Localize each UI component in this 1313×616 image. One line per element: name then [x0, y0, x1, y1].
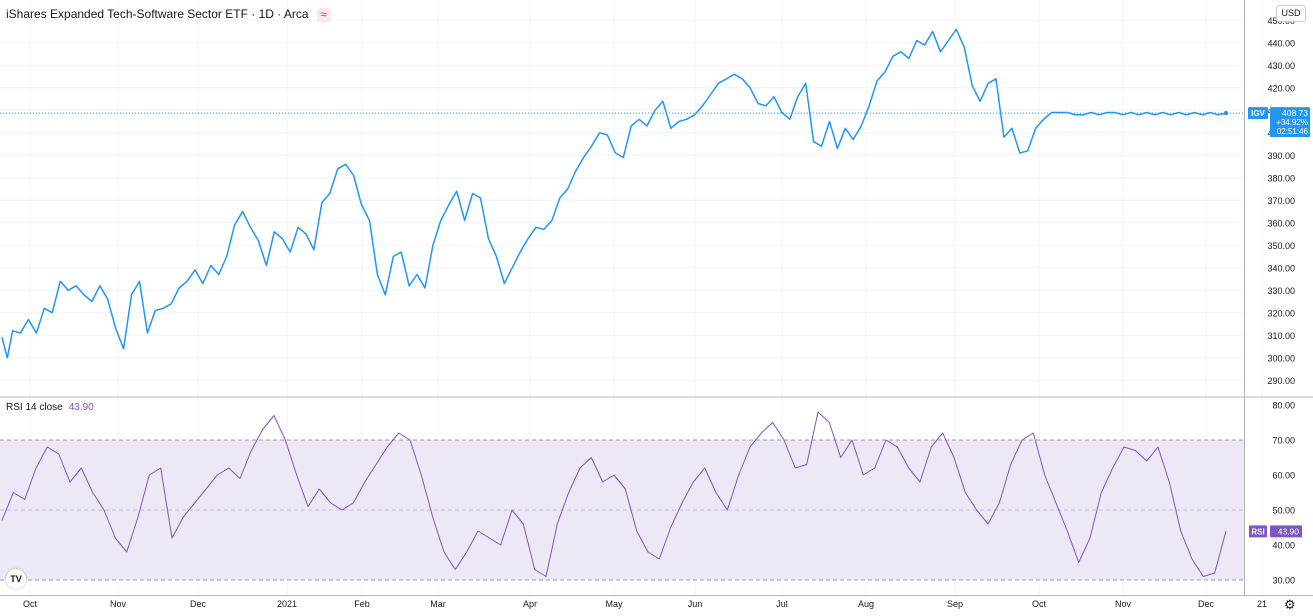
- rsi-tick-label: 50.00: [1272, 506, 1295, 516]
- price-badge-price: 408.73: [1282, 108, 1308, 118]
- rsi-legend-value: 43.90: [68, 402, 94, 413]
- rsi-badge-bg: [1270, 525, 1302, 538]
- price-badge-ticker: IGV: [1251, 109, 1265, 118]
- time-tick-label: 2021: [277, 599, 297, 609]
- price-badge-ticker-bg: [1248, 107, 1268, 120]
- price-tick-label: 380.00: [1267, 173, 1295, 183]
- rsi-badge-label: RSI: [1251, 527, 1264, 536]
- price-tick-label: 310.00: [1267, 331, 1295, 341]
- wave-icon[interactable]: ≈: [316, 8, 331, 22]
- time-tick-label: Apr: [523, 599, 537, 609]
- time-tick-label: May: [605, 599, 623, 609]
- time-tick-label: Jun: [688, 599, 703, 609]
- price-tick-label: 370.00: [1267, 196, 1295, 206]
- price-tick-label: 420.00: [1267, 83, 1295, 93]
- time-tick-label: 21: [1257, 599, 1267, 609]
- time-tick-label: Oct: [1032, 599, 1047, 609]
- price-tick-label: 330.00: [1267, 286, 1295, 296]
- time-tick-label: Nov: [110, 599, 127, 609]
- gear-icon[interactable]: ⚙: [1284, 597, 1296, 612]
- price-series-line: [1, 28, 1227, 359]
- rsi-badge-value: 43.90: [1278, 526, 1300, 536]
- time-tick-label: Feb: [354, 599, 370, 609]
- rsi-axis[interactable]: 30.00 40.00 50.00 60.00 70.00 80.00: [1272, 401, 1295, 586]
- time-tick-label: Jul: [776, 599, 788, 609]
- symbol-title[interactable]: iShares Expanded Tech-Software Sector ET…: [6, 7, 309, 21]
- price-tick-label: 300.00: [1267, 353, 1295, 363]
- price-axis[interactable]: 290.00 300.00 310.00 320.00 330.00 340.00 350.…: [1267, 16, 1295, 386]
- rsi-tick-label: 70.00: [1272, 436, 1295, 446]
- time-tick-label: Dec: [190, 599, 207, 609]
- time-tick-label: Nov: [1115, 599, 1132, 609]
- price-tick-label: 360.00: [1267, 218, 1295, 228]
- rsi-tick-label: 40.00: [1272, 541, 1295, 551]
- price-tick-label: 340.00: [1267, 263, 1295, 273]
- time-tick-label: Sep: [947, 599, 963, 609]
- price-last-point: [1223, 110, 1229, 116]
- currency-button[interactable]: USD: [1276, 5, 1306, 22]
- time-tick-label: Dec: [1198, 599, 1215, 609]
- time-axis[interactable]: Oct Nov Dec 2021 Feb Mar Apr May Jun Jul Aug Sep Oct…: [23, 599, 1267, 609]
- rsi-tick-label: 60.00: [1272, 471, 1295, 481]
- price-tick-label: 350.00: [1267, 241, 1295, 251]
- price-badge-bg: [1270, 107, 1310, 138]
- chart-legend-title[interactable]: iShares Expanded Tech-Software Sector ET…: [6, 7, 331, 22]
- price-tick-label: 290.00: [1267, 376, 1295, 386]
- time-tick-label: Mar: [430, 599, 446, 609]
- rsi-tick-label: 30.00: [1272, 576, 1295, 586]
- price-badge-countdown: 02:51:46: [1277, 127, 1309, 136]
- tradingview-logo[interactable]: TV: [6, 569, 26, 589]
- rsi-legend-label[interactable]: RSI 14 close: [6, 402, 63, 413]
- rsi-badge-label-bg: [1249, 525, 1267, 538]
- price-tick-label: 320.00: [1267, 308, 1295, 318]
- price-badge: IGV 408.73 +34.92% 02:51:46: [1248, 107, 1310, 138]
- price-tick-label: 390.00: [1267, 151, 1295, 161]
- rsi-legend[interactable]: RSI 14 close 43.90: [6, 402, 94, 413]
- time-tick-label: Oct: [23, 599, 38, 609]
- time-tick-label: Aug: [858, 599, 874, 609]
- price-tick-label: 440.00: [1267, 38, 1295, 48]
- rsi-badge: RSI 43.90: [1249, 525, 1302, 538]
- rsi-series-line: [1, 411, 1227, 577]
- price-tick-label: 430.00: [1267, 61, 1295, 71]
- price-gridlines: [0, 0, 1263, 396]
- rsi-tick-label: 80.00: [1272, 401, 1295, 411]
- price-badge-change: +34.92%: [1276, 118, 1308, 127]
